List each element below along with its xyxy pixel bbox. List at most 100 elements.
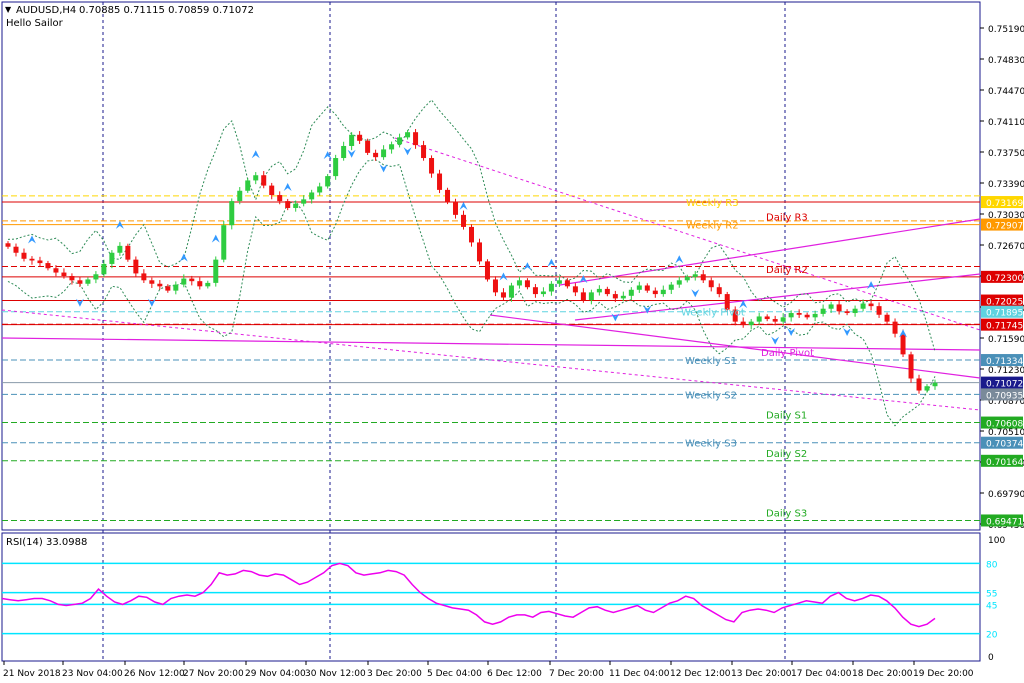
price-tick-label: 0.73030 <box>988 211 1024 221</box>
fractal-down-icon <box>379 164 388 173</box>
bear-candle <box>69 276 75 281</box>
bear-candle <box>708 280 714 288</box>
fractal-up-icon <box>675 255 684 264</box>
bull-candle <box>812 313 818 318</box>
bear-candle <box>580 292 586 301</box>
price-tag <box>981 318 1023 331</box>
time-tick-label: 17 Dec 04:00 <box>791 669 852 679</box>
bull-candle <box>213 259 219 283</box>
price-tag <box>981 514 1023 527</box>
bull-candle <box>173 284 179 291</box>
price-tag-text: 0.72300 <box>986 274 1023 284</box>
bear-candle <box>764 316 770 320</box>
bear-candle <box>261 175 267 186</box>
trendline-upper-dotted[interactable] <box>394 137 981 331</box>
price-tick-label: 0.71230 <box>988 366 1024 376</box>
time-tick-label: 13 Dec 20:00 <box>731 669 792 679</box>
bear-candle <box>652 290 658 295</box>
fractal-up-icon <box>547 258 556 267</box>
rsi-subwindow-frame <box>1 532 981 662</box>
bear-candle <box>492 279 498 293</box>
price-tag-text: 0.71072 <box>986 380 1023 390</box>
fractal-up-icon <box>179 253 188 262</box>
bear-candle <box>900 333 906 355</box>
bear-candle <box>141 273 147 281</box>
fractal-up-icon <box>115 220 124 229</box>
price-tick-label: 0.70870 <box>988 397 1024 407</box>
price-tick-label: 0.75190 <box>988 25 1024 35</box>
fractal-down-icon <box>347 149 356 158</box>
price-tick-label: 0.74470 <box>988 87 1024 97</box>
bear-candle <box>29 258 35 261</box>
envelope-bands <box>7 99 936 427</box>
bull-candle <box>788 313 794 318</box>
level-label: Weekly S1 <box>685 356 737 367</box>
trendline-long-solid[interactable] <box>1 337 981 351</box>
bear-candle <box>365 140 371 153</box>
bear-candle <box>445 189 451 202</box>
price-tag <box>981 376 1023 389</box>
fractal-down-icon <box>75 298 84 307</box>
bear-candle <box>844 311 850 314</box>
bear-candle <box>604 288 610 295</box>
price-tag-text: 0.70608 <box>986 420 1023 430</box>
collapse-triangle-icon[interactable]: ▼ <box>5 5 12 14</box>
price-tag-text: 0.70164 <box>986 458 1023 468</box>
bear-candle <box>421 145 427 159</box>
bull-candle <box>341 145 347 159</box>
bear-candle <box>876 306 882 315</box>
bull-candle <box>397 137 403 145</box>
time-tick-label: 3 Dec 20:00 <box>367 669 422 679</box>
bear-candle <box>357 134 363 141</box>
channel-lower-line[interactable] <box>489 314 981 379</box>
price-tick-label: 0.74110 <box>988 118 1024 128</box>
bear-candle <box>716 287 722 295</box>
price-tag-text: 0.71334 <box>986 357 1023 367</box>
bull-candle <box>628 289 634 296</box>
level-label: Weekly R3 <box>686 198 739 209</box>
time-tick-label: 7 Dec 20:00 <box>549 669 604 679</box>
trendline-lower-dotted[interactable] <box>1 309 981 411</box>
fractal-down-icon <box>611 313 620 322</box>
price-tag <box>981 388 1023 401</box>
bull-candle <box>588 292 594 301</box>
bear-candle <box>740 321 746 326</box>
rsi-level-label: 45 <box>986 601 997 611</box>
bear-candle <box>500 292 506 298</box>
price-tag-text: 0.73169 <box>986 199 1023 209</box>
bear-candle <box>413 132 419 146</box>
bull-candle <box>181 278 187 285</box>
price-tag <box>981 454 1023 467</box>
level-label: Daily S2 <box>766 449 807 460</box>
bull-candle <box>325 176 331 187</box>
fractal-up-icon <box>283 182 292 191</box>
fractal-down-icon <box>403 147 412 156</box>
bull-candle <box>780 317 786 322</box>
fractal-down-icon <box>643 305 652 314</box>
time-tick-label: 21 Nov 2018 <box>3 669 61 679</box>
bull-candle <box>317 186 323 193</box>
fractal-down-icon <box>147 298 156 307</box>
price-tag <box>981 294 1023 307</box>
fractal-markers <box>27 147 908 345</box>
lower-band <box>7 159 936 427</box>
bull-candle <box>309 192 315 200</box>
bear-candle <box>5 243 11 247</box>
price-tag-text: 0.69471 <box>986 517 1023 527</box>
fractal-up-icon <box>323 151 332 160</box>
channel-upper-line[interactable] <box>559 218 981 286</box>
fractal-up-icon <box>459 201 468 210</box>
symbol-timeframe: AUDUSD,H4 <box>16 5 76 16</box>
fractal-up-icon <box>211 234 220 243</box>
fractal-up-icon <box>251 150 260 159</box>
channel-mid-line[interactable] <box>574 273 981 321</box>
bull-candle <box>636 285 642 290</box>
bear-candle <box>437 173 443 190</box>
bull-candle <box>548 283 554 292</box>
bull-candle <box>860 303 866 309</box>
bear-candle <box>461 214 467 227</box>
price-tick-label: 0.73390 <box>988 180 1024 190</box>
pivot-levels <box>2 195 980 521</box>
bull-candle <box>596 288 602 293</box>
